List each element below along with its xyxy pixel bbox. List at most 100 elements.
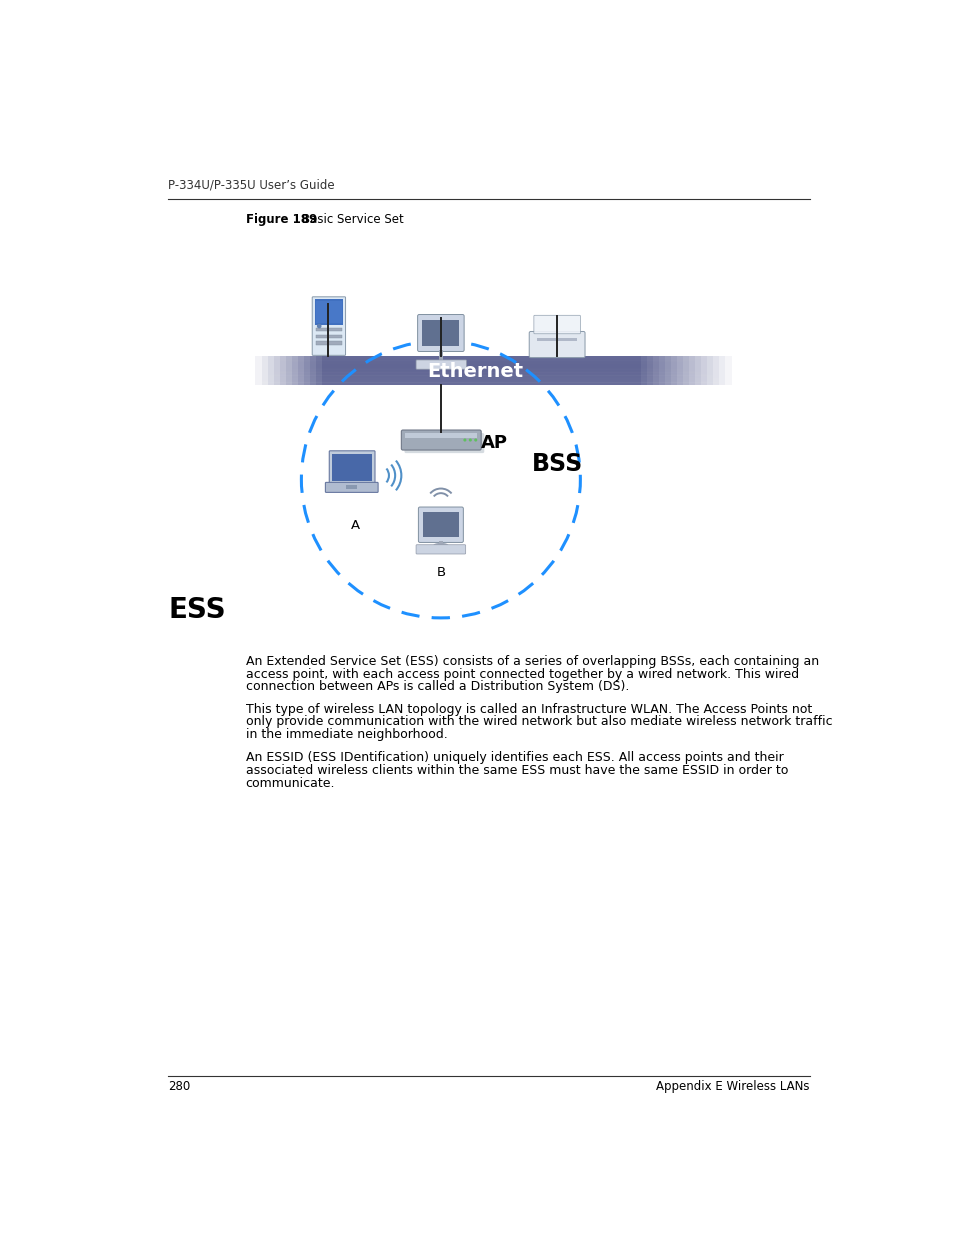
Bar (346, 356, 353, 385)
Text: Appendix E Wireless LANs: Appendix E Wireless LANs (656, 1081, 809, 1093)
FancyBboxPatch shape (534, 315, 579, 333)
Bar (249, 370, 731, 373)
Bar (249, 379, 731, 382)
Bar (249, 378, 731, 380)
Bar (399, 356, 407, 385)
Bar (315, 341, 341, 345)
Bar (640, 356, 647, 385)
Bar (562, 356, 569, 385)
Bar (279, 356, 286, 385)
Bar (664, 356, 671, 385)
FancyBboxPatch shape (416, 545, 465, 555)
Bar (249, 380, 731, 383)
Text: in the immediate neighborhood.: in the immediate neighborhood. (245, 727, 447, 741)
Bar (544, 356, 551, 385)
Bar (249, 363, 731, 366)
Bar (575, 356, 581, 385)
Bar (315, 356, 322, 385)
FancyBboxPatch shape (401, 430, 480, 450)
Bar (249, 358, 731, 359)
Bar (310, 356, 316, 385)
Text: This type of wireless LAN topology is called an Infrastructure WLAN. The Access : This type of wireless LAN topology is ca… (245, 703, 811, 715)
Bar (436, 356, 442, 385)
Bar (249, 367, 731, 368)
Bar (719, 356, 725, 385)
Bar (370, 356, 376, 385)
Bar (557, 356, 563, 385)
Bar (496, 356, 503, 385)
Bar (375, 356, 382, 385)
Text: Basic Service Set: Basic Service Set (302, 212, 403, 226)
Text: Figure 189: Figure 189 (245, 212, 316, 226)
Bar (352, 356, 358, 385)
Bar (502, 356, 509, 385)
Bar (695, 356, 701, 385)
Bar (700, 356, 707, 385)
Bar (249, 375, 731, 377)
Bar (249, 377, 731, 378)
Bar (550, 356, 557, 385)
Bar (249, 374, 731, 375)
Text: BSS: BSS (532, 452, 583, 475)
Bar (315, 300, 341, 324)
Text: Ethernet: Ethernet (426, 362, 522, 382)
Bar (249, 359, 731, 361)
Bar (646, 356, 653, 385)
Bar (490, 356, 497, 385)
Text: communicate.: communicate. (245, 777, 335, 789)
Circle shape (468, 438, 472, 442)
Circle shape (316, 324, 321, 329)
Bar (315, 335, 341, 337)
Bar (303, 356, 310, 385)
Bar (381, 356, 389, 385)
Bar (321, 356, 328, 385)
Bar (249, 356, 731, 358)
Bar (508, 356, 515, 385)
Text: B: B (436, 566, 445, 578)
Bar (598, 356, 605, 385)
Bar (388, 356, 395, 385)
Bar (315, 327, 341, 331)
FancyBboxPatch shape (325, 483, 377, 493)
Bar (448, 356, 455, 385)
Bar (442, 356, 449, 385)
Bar (659, 356, 665, 385)
Bar (422, 513, 458, 537)
Bar (617, 356, 623, 385)
Text: AP: AP (480, 435, 508, 452)
Bar (628, 356, 636, 385)
Text: only provide communication with the wired network but also mediate wireless netw: only provide communication with the wire… (245, 715, 831, 729)
Bar (466, 356, 473, 385)
Bar (514, 356, 521, 385)
Bar (255, 356, 262, 385)
Bar (339, 356, 346, 385)
Bar (249, 361, 731, 362)
Bar (249, 383, 731, 384)
Bar (724, 356, 732, 385)
Ellipse shape (433, 543, 448, 548)
Bar (604, 356, 611, 385)
Text: An Extended Service Set (ESS) consists of a series of overlapping BSSs, each con: An Extended Service Set (ESS) consists o… (245, 655, 818, 668)
Bar (532, 356, 538, 385)
Bar (438, 350, 443, 361)
Text: associated wireless clients within the same ESS must have the same ESSID in orde: associated wireless clients within the s… (245, 763, 787, 777)
Bar (484, 356, 491, 385)
FancyBboxPatch shape (404, 433, 484, 453)
Bar (520, 356, 527, 385)
Bar (713, 356, 720, 385)
Bar (406, 356, 413, 385)
Bar (671, 356, 678, 385)
Bar (417, 356, 424, 385)
FancyBboxPatch shape (312, 296, 345, 356)
Bar (357, 356, 364, 385)
Text: An ESSID (ESS IDentification) uniquely identifies each ESS. All access points an: An ESSID (ESS IDentification) uniquely i… (245, 751, 782, 764)
Bar (586, 356, 593, 385)
Bar (249, 372, 731, 374)
Bar (249, 364, 731, 367)
Bar (285, 356, 293, 385)
Text: connection between APs is called a Distribution System (DS).: connection between APs is called a Distr… (245, 680, 628, 693)
Text: ESS: ESS (168, 597, 226, 624)
Bar (477, 356, 485, 385)
Bar (568, 356, 575, 385)
Bar (592, 356, 599, 385)
